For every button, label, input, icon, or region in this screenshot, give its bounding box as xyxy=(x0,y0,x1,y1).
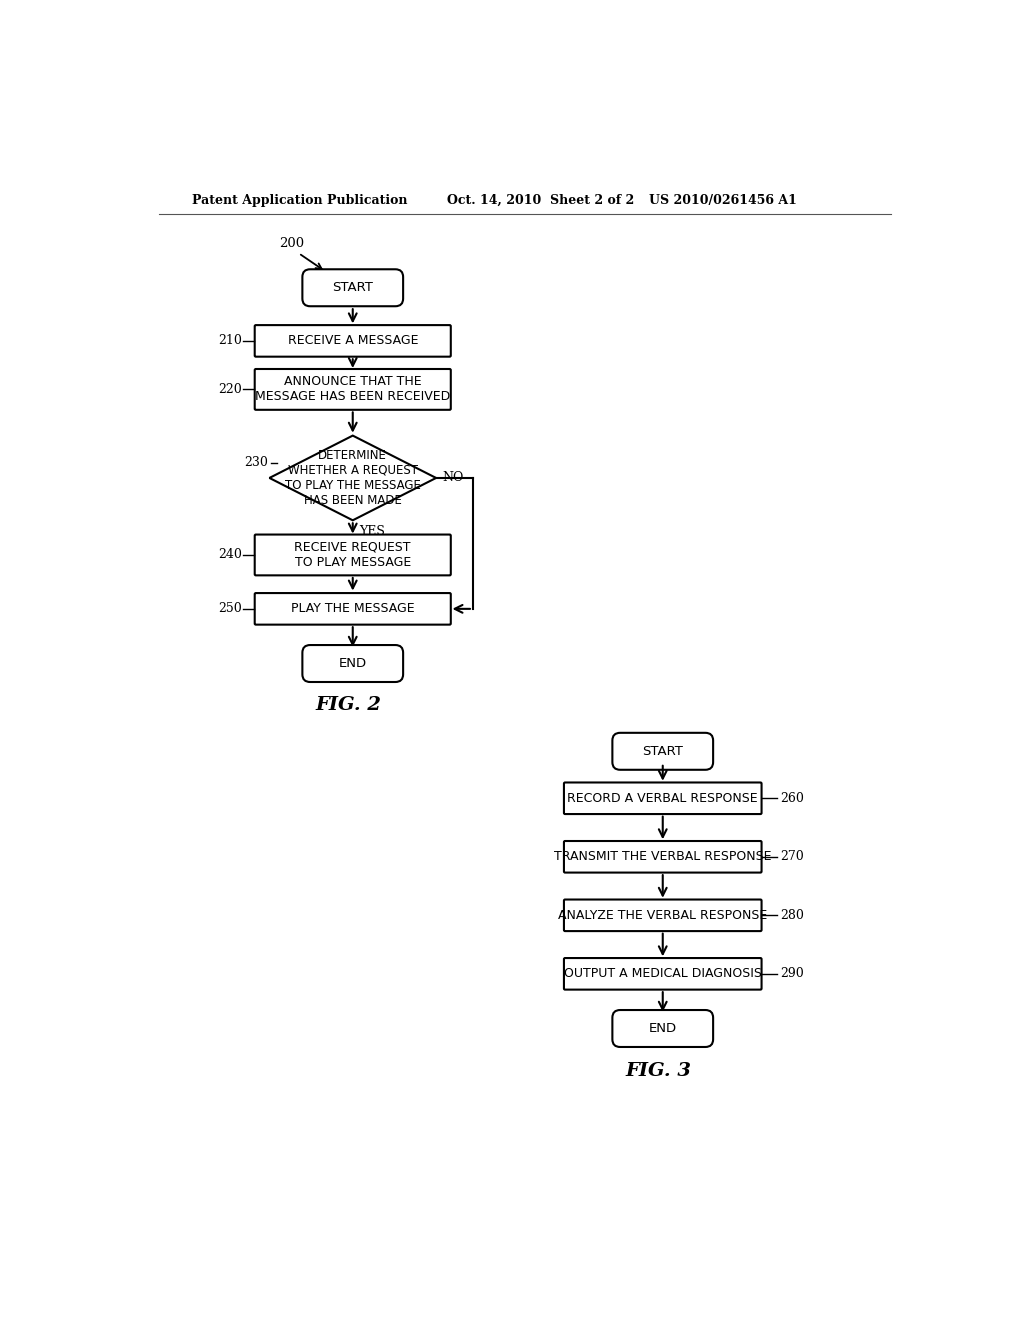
Text: 220: 220 xyxy=(218,383,242,396)
FancyBboxPatch shape xyxy=(255,593,451,624)
FancyBboxPatch shape xyxy=(302,645,403,682)
Text: Patent Application Publication: Patent Application Publication xyxy=(191,194,408,207)
Text: FIG. 3: FIG. 3 xyxy=(626,1061,692,1080)
FancyBboxPatch shape xyxy=(612,733,713,770)
Text: END: END xyxy=(339,657,367,671)
FancyBboxPatch shape xyxy=(612,1010,713,1047)
FancyBboxPatch shape xyxy=(564,958,762,990)
FancyBboxPatch shape xyxy=(564,899,762,931)
Text: 240: 240 xyxy=(218,548,242,561)
FancyBboxPatch shape xyxy=(255,370,451,409)
Text: 200: 200 xyxy=(280,236,304,249)
Text: PLAY THE MESSAGE: PLAY THE MESSAGE xyxy=(291,602,415,615)
Text: FIG. 2: FIG. 2 xyxy=(315,696,382,714)
Text: ANNOUNCE THAT THE
MESSAGE HAS BEEN RECEIVED: ANNOUNCE THAT THE MESSAGE HAS BEEN RECEI… xyxy=(255,375,451,404)
FancyBboxPatch shape xyxy=(564,841,762,873)
Text: 290: 290 xyxy=(779,968,804,981)
Text: 210: 210 xyxy=(218,334,242,347)
Text: 230: 230 xyxy=(244,455,268,469)
Text: 270: 270 xyxy=(779,850,804,863)
Text: RECEIVE A MESSAGE: RECEIVE A MESSAGE xyxy=(288,334,418,347)
Text: RECORD A VERBAL RESPONSE: RECORD A VERBAL RESPONSE xyxy=(567,792,758,805)
Text: Oct. 14, 2010  Sheet 2 of 2: Oct. 14, 2010 Sheet 2 of 2 xyxy=(447,194,635,207)
Text: START: START xyxy=(642,744,683,758)
Text: YES: YES xyxy=(359,524,385,537)
Text: END: END xyxy=(648,1022,677,1035)
FancyBboxPatch shape xyxy=(302,269,403,306)
Text: 260: 260 xyxy=(779,792,804,805)
FancyBboxPatch shape xyxy=(255,325,451,356)
Text: NO: NO xyxy=(442,471,464,484)
Text: US 2010/0261456 A1: US 2010/0261456 A1 xyxy=(649,194,797,207)
Text: TRANSMIT THE VERBAL RESPONSE: TRANSMIT THE VERBAL RESPONSE xyxy=(554,850,771,863)
Text: ANALYZE THE VERBAL RESPONSE: ANALYZE THE VERBAL RESPONSE xyxy=(558,908,767,921)
Text: START: START xyxy=(333,281,373,294)
Polygon shape xyxy=(269,436,436,520)
Text: 280: 280 xyxy=(779,908,804,921)
FancyBboxPatch shape xyxy=(564,783,762,814)
Text: RECEIVE REQUEST
TO PLAY MESSAGE: RECEIVE REQUEST TO PLAY MESSAGE xyxy=(295,541,411,569)
Text: DETERMINE
WHETHER A REQUEST
TO PLAY THE MESSAGE
HAS BEEN MADE: DETERMINE WHETHER A REQUEST TO PLAY THE … xyxy=(285,449,421,507)
Text: OUTPUT A MEDICAL DIAGNOSIS: OUTPUT A MEDICAL DIAGNOSIS xyxy=(564,968,762,981)
FancyBboxPatch shape xyxy=(255,535,451,576)
Text: 250: 250 xyxy=(218,602,242,615)
